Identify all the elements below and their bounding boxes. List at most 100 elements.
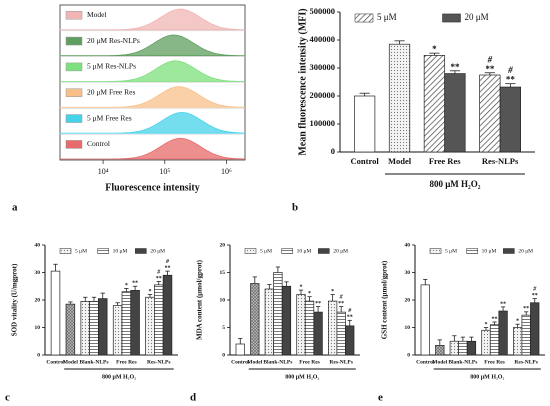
y-axis-label: SOD vitality (U/mgprot) (11, 263, 19, 336)
legend-label: Control (87, 139, 110, 148)
legend-label: 5 μM (445, 248, 457, 254)
bar (513, 327, 523, 356)
significance: ** (450, 62, 460, 72)
x-tick-label: Model (432, 359, 447, 365)
bar (281, 285, 292, 356)
legend-label: 5 μM (377, 12, 397, 22)
legend-label: 20 μM Res-NLPs (87, 36, 140, 45)
y-tick-label: 5 (222, 325, 225, 331)
bar (336, 311, 346, 356)
bar (489, 324, 500, 356)
bar (65, 303, 76, 356)
bar (435, 345, 445, 356)
legend-label: 5 μM (75, 248, 87, 254)
significance: ** (532, 293, 538, 299)
x-tick-label: Model (63, 359, 78, 365)
y-axis-label: MDA content (μmol/gprot) (196, 259, 204, 340)
significance: ** (485, 64, 495, 74)
x-tick-label: Control (46, 359, 65, 365)
x-tick-label: 10⁵ (159, 167, 170, 176)
bar (296, 294, 306, 356)
x-tick-label: Model (247, 359, 262, 365)
legend-swatch (65, 36, 83, 46)
significance: ** (506, 75, 516, 85)
y-axis-label: Mean fluorescence intensity (MFI) (297, 8, 308, 155)
panel-label: a (12, 202, 18, 214)
x-tick-label: Free Res (299, 359, 320, 365)
y-tick-label: 10 (35, 325, 41, 331)
significance: # (507, 65, 513, 75)
y-tick-label: 0 (222, 352, 225, 358)
significance: ** (500, 301, 506, 307)
significance: * (308, 291, 311, 297)
bar (304, 300, 315, 356)
x-tick-label: Model (388, 156, 412, 166)
x-tick-label: Control (416, 359, 435, 365)
y-tick-label: 0 (331, 146, 335, 156)
histogram-curve (59, 8, 246, 31)
x-tick-label: Control (231, 359, 250, 365)
significance: # (532, 287, 537, 293)
bar (345, 325, 355, 356)
bar (420, 284, 430, 356)
bar (521, 314, 531, 356)
histogram-curve (60, 60, 245, 82)
significance: ** (492, 316, 498, 322)
group-label: 800 μM H₂O₂ (285, 374, 319, 380)
significance: # (156, 269, 161, 275)
legend-swatch (244, 248, 257, 254)
y-tick-label: 30 (35, 270, 41, 276)
y-tick-label: 300000 (310, 62, 336, 72)
significance: * (299, 284, 302, 290)
legend-label: 5 μM Free Res (87, 113, 132, 122)
legend-swatch (65, 114, 83, 123)
x-tick-label: Free Res (484, 359, 505, 365)
significance: # (347, 308, 352, 314)
bar (449, 340, 459, 356)
panel-label: c (5, 392, 10, 404)
significance: # (487, 54, 493, 64)
y-tick-label: 500000 (310, 6, 336, 16)
y-tick-label: 40 (35, 242, 41, 248)
group-label: 800 μM H₂O₂ (470, 374, 504, 380)
legend-label: 20 μM (465, 12, 489, 22)
bar (479, 74, 501, 153)
significance: * (331, 289, 334, 295)
bar (313, 311, 323, 356)
x-tick-label: Blank-NLPs (79, 359, 108, 365)
bar (50, 270, 61, 356)
significance: * (432, 44, 437, 54)
significance: * (125, 283, 128, 289)
legend-label: 5 μM Res-NLPs (87, 62, 136, 71)
legend-label: 20 μM Free Res (87, 87, 135, 96)
panel-label: e (378, 392, 383, 404)
y-tick-label: 15 (220, 270, 226, 276)
significance: * (516, 319, 519, 325)
legend-swatch (65, 10, 83, 20)
legend-label: 5 μM (260, 248, 272, 254)
y-tick-label: 20 (405, 297, 411, 303)
significance: ** (523, 306, 529, 312)
legend-swatch (135, 248, 147, 254)
bar (112, 305, 123, 356)
x-tick-label: Res-NLPs (482, 156, 519, 166)
bar (388, 43, 411, 153)
y-tick-label: 20 (220, 242, 226, 248)
significance: # (339, 294, 344, 300)
bar (530, 302, 540, 356)
legend-swatch (354, 13, 374, 23)
x-tick-label: 10⁴ (98, 167, 109, 176)
legend-label: 10 μM (482, 248, 497, 254)
x-tick-label: Free Res (429, 156, 461, 166)
bar (145, 296, 155, 356)
legend-label: Model (87, 10, 107, 19)
legend-swatch (442, 13, 461, 23)
x-tick-label: Res-NLPs (147, 359, 171, 365)
y-tick-label: 400000 (310, 34, 336, 44)
histogram-curve (59, 34, 246, 57)
legend-swatch (65, 140, 83, 149)
significance: * (484, 322, 487, 328)
legend-label: 20 μM (150, 248, 165, 254)
y-tick-label: 10 (220, 297, 226, 303)
